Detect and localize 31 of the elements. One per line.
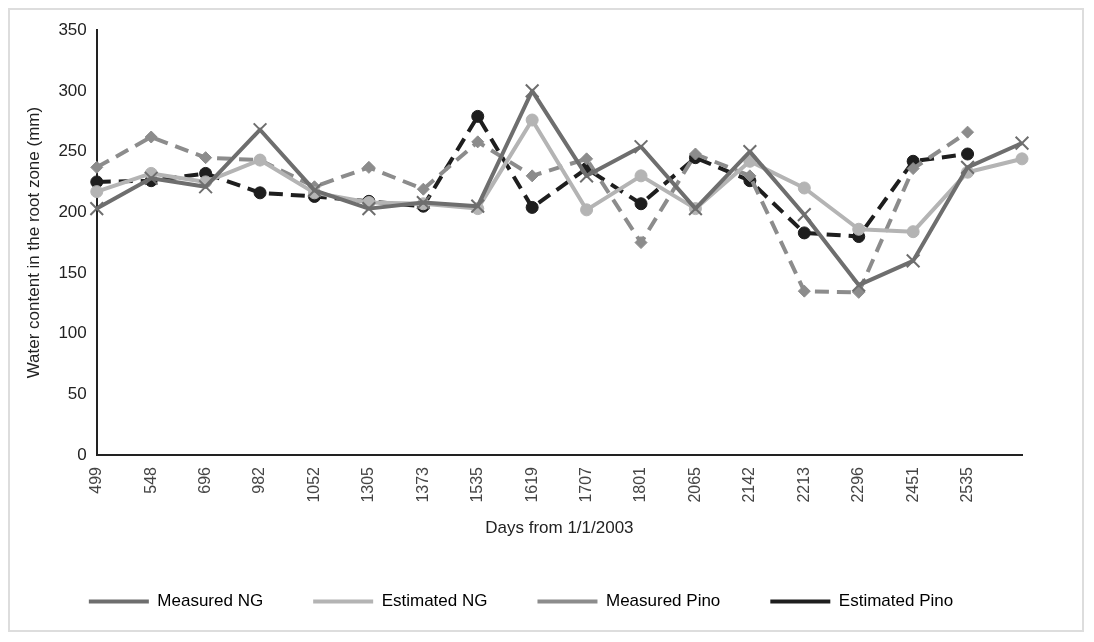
- x-tick-label: 1305: [359, 466, 377, 503]
- legend-label: Estimated Pino: [838, 591, 954, 611]
- x-tick-label: 1373: [413, 466, 431, 503]
- x-tick-label: 2065: [685, 466, 703, 503]
- y-tick-label: 100: [58, 323, 87, 343]
- x-tick-label: 1801: [631, 466, 649, 503]
- y-tick-label: 250: [58, 141, 87, 161]
- x-tick-label: 499: [87, 466, 105, 494]
- x-tick-label: 1707: [577, 466, 594, 503]
- y-tick-label: 0: [77, 444, 87, 464]
- y-axis-title: Water content in the root zone (mm): [23, 106, 43, 379]
- x-tick-label: 1535: [468, 466, 486, 503]
- x-tick-label: 2451: [903, 466, 921, 503]
- legend-label: Measured Pino: [605, 591, 721, 611]
- x-tick-label: 2213: [794, 466, 812, 503]
- x-tick-label: 696: [196, 466, 214, 494]
- y-tick-label: 200: [58, 201, 87, 221]
- x-tick-label: 982: [250, 466, 268, 494]
- y-tick-label: 350: [58, 19, 87, 39]
- x-tick-label: 1619: [522, 466, 540, 503]
- legend-label: Estimated NG: [381, 591, 488, 611]
- y-tick-label: 300: [58, 80, 87, 100]
- x-tick-label: 1052: [304, 466, 322, 503]
- y-tick-label: 50: [67, 384, 87, 404]
- x-axis-title: Days from 1/1/2003: [485, 518, 634, 538]
- legend-label: Measured NG: [157, 591, 264, 611]
- x-tick-label: 2535: [957, 466, 975, 503]
- x-tick-label: 548: [141, 466, 159, 494]
- x-tick-label: 2296: [849, 466, 867, 503]
- y-tick-label: 150: [58, 262, 87, 282]
- x-tick-label: 2142: [740, 466, 758, 503]
